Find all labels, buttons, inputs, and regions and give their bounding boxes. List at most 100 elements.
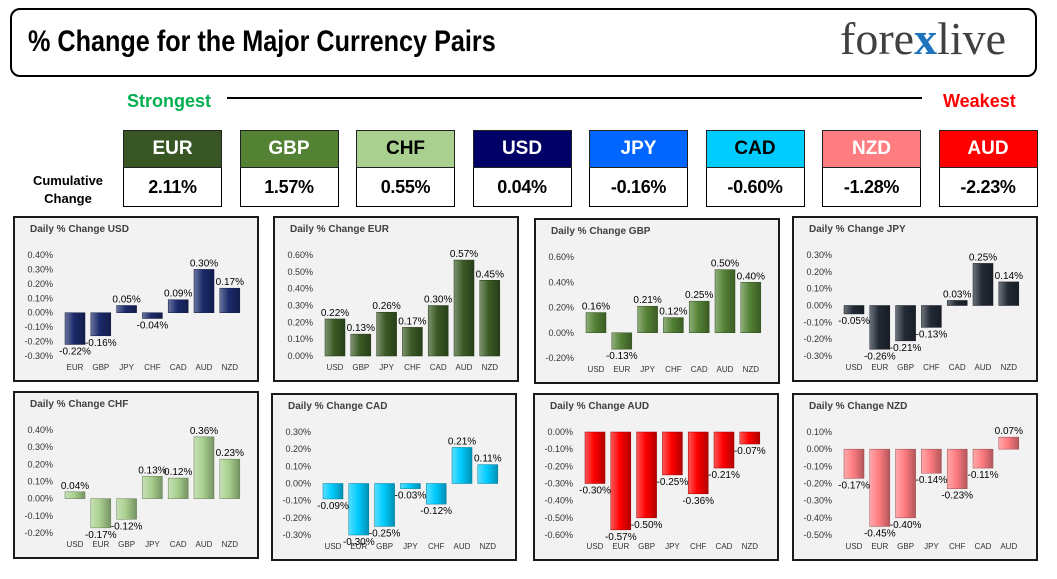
y-tick-label: 0.00% — [287, 351, 313, 361]
bar-nzd — [219, 458, 241, 499]
bar-usd — [843, 305, 865, 315]
data-label-cad: -0.11% — [968, 470, 999, 481]
currency-code: USD — [472, 130, 572, 168]
data-label-aud: 0.21% — [448, 436, 476, 447]
x-tick-label-chf: CHF — [665, 365, 682, 374]
y-tick-label: 0.20% — [806, 267, 832, 277]
x-tick-label-chf: CHF — [404, 363, 421, 372]
chart-plot-area: 0.40% 0.30% 0.20% 0.10% 0.00% -0.10% -0.20% -0.… — [24, 250, 244, 372]
x-tick-label-gbp: GBP — [92, 363, 109, 372]
x-tick-label-jpy: JPY — [145, 540, 160, 549]
chart-plot-area: 0.00% -0.10% -0.20% -0.30% -0.40% -0.50% -0.60… — [544, 427, 765, 551]
bar-jpy — [142, 476, 163, 499]
bar-cad — [713, 431, 735, 469]
y-tick-label: 0.00% — [806, 301, 832, 311]
bar-gbp — [90, 312, 112, 337]
currency-code: NZD — [822, 130, 921, 168]
y-tick-label: -0.10% — [282, 496, 311, 506]
data-label-aud: 0.25% — [969, 252, 997, 263]
y-tick-label: -0.20% — [803, 334, 832, 344]
x-tick-label-nzd: NZD — [742, 542, 759, 551]
bar-jpy — [637, 305, 658, 334]
x-tick-label-nzd: NZD — [222, 363, 239, 372]
x-tick-label-jpy: JPY — [924, 542, 939, 551]
chart-plot-area: 0.60% 0.40% 0.20% 0.00% -0.20% USD EUR JPY CHF CA… — [545, 252, 765, 374]
y-tick-label: 0.10% — [27, 293, 53, 303]
data-label-gbp: -0.16% — [85, 338, 117, 349]
bar-cad — [972, 448, 994, 469]
y-tick-label: 0.10% — [806, 427, 832, 437]
x-tick-label-eur: EUR — [871, 542, 888, 551]
x-tick-label-usd: USD — [67, 540, 84, 549]
data-label-eur: -0.22% — [59, 346, 91, 357]
data-label-chf: -0.04% — [137, 320, 169, 331]
bar-cad — [688, 300, 710, 333]
bar-nzd — [479, 280, 501, 357]
bar-jpy — [376, 311, 397, 357]
y-tick-label: -0.30% — [803, 351, 832, 361]
data-label-cad: 0.25% — [685, 290, 713, 301]
y-tick-label: 0.50% — [287, 267, 313, 277]
currency-code: CAD — [705, 130, 805, 168]
chart-title: Daily % Change NZD — [809, 401, 908, 412]
chart-plot-area: 0.60% 0.50% 0.40% 0.30% 0.20% 0.10% 0.00% USD GB… — [287, 249, 504, 372]
currency-cumulative-value: 0.04% — [472, 168, 572, 207]
bar-usd — [585, 312, 607, 334]
y-tick-label: 0.20% — [287, 317, 313, 327]
bar-usd — [324, 318, 346, 357]
y-tick-label: -0.20% — [544, 461, 573, 471]
data-label-eur: -0.30% — [343, 537, 375, 548]
bar-chf — [663, 317, 684, 333]
bar-gbp — [116, 498, 137, 520]
y-tick-label: 0.00% — [547, 427, 573, 437]
chart-plot-area: 0.30%0.20%0.10%0.00%-0.10%-0.20%-0.30%US… — [282, 427, 501, 551]
x-tick-label-aud: AUD — [717, 365, 734, 374]
data-label-jpy: -0.25% — [657, 477, 689, 488]
data-label-nzd: 0.40% — [737, 271, 765, 282]
y-tick-label: 0.40% — [27, 425, 53, 435]
x-tick-label-aud: AUD — [454, 542, 471, 551]
bar-chf — [425, 483, 447, 505]
y-tick-label: -0.30% — [803, 496, 832, 506]
chart-title: Daily % Change CAD — [288, 401, 388, 412]
data-label-chf: 0.17% — [398, 316, 426, 327]
currency-box-aud: AUD -2.23% — [938, 130, 1038, 207]
bar-aud — [972, 263, 994, 306]
header-banner: % Change for the Major Currency Pairs fo… — [10, 8, 1037, 77]
currency-cumulative-value: 1.57% — [239, 168, 339, 207]
currency-box-cad: CAD -0.60% — [705, 130, 805, 207]
data-label-cad: 0.30% — [424, 295, 452, 306]
y-tick-label: -0.20% — [545, 353, 574, 363]
y-tick-label: 0.30% — [287, 301, 313, 311]
currency-box-gbp: GBP 1.57% — [239, 130, 339, 207]
bar-usd — [322, 483, 344, 500]
bar-jpy — [116, 305, 137, 313]
data-label-usd: 0.16% — [582, 302, 610, 313]
bar-gbp — [350, 333, 372, 357]
x-tick-label-cad: CAD — [430, 363, 447, 372]
y-tick-label: -0.60% — [544, 530, 573, 540]
bar-aud — [453, 259, 475, 357]
logo-text-live: live — [937, 13, 1007, 64]
data-label-eur: -0.17% — [85, 530, 117, 541]
forexlive-logo: forexlive — [840, 14, 1006, 64]
data-label-usd: -0.17% — [838, 480, 870, 491]
data-label-jpy: -0.14% — [916, 475, 948, 486]
y-tick-label: -0.50% — [544, 513, 573, 523]
currency-cumulative-value: -1.28% — [822, 168, 921, 207]
data-label-aud: 0.36% — [190, 426, 218, 437]
x-tick-label-aud: AUD — [196, 363, 213, 372]
bar-eur — [90, 498, 112, 529]
data-label-eur: -0.13% — [606, 351, 638, 362]
x-tick-label-chf: CHF — [428, 542, 445, 551]
page-title: % Change for the Major Currency Pairs — [28, 25, 496, 58]
x-tick-label-eur: EUR — [350, 542, 367, 551]
x-tick-label-cad: CAD — [170, 540, 187, 549]
chart-title: Daily % Change USD — [30, 224, 129, 235]
x-tick-label-eur: EUR — [613, 365, 630, 374]
y-tick-label: 0.00% — [27, 494, 53, 504]
y-tick-label: -0.10% — [544, 444, 573, 454]
chart-title: Daily % Change AUD — [550, 401, 650, 412]
data-label-chf: -0.23% — [941, 491, 973, 502]
chart-plot-area: 0.10% 0.00% -0.10% -0.20% -0.30% -0.40% -0.50%… — [803, 426, 1023, 551]
